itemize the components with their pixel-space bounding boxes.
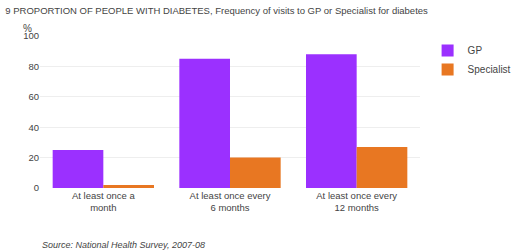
svg-text:Specialist: Specialist	[468, 64, 511, 75]
svg-text:GP: GP	[468, 45, 483, 56]
svg-text:Source: National Health Survey: Source: National Health Survey, 2007-08	[42, 240, 205, 250]
svg-text:100: 100	[23, 30, 39, 41]
svg-text:80: 80	[28, 61, 39, 72]
svg-text:At least once every6 months: At least once every6 months	[190, 190, 271, 213]
svg-text:%: %	[23, 23, 32, 34]
svg-text:20: 20	[28, 152, 39, 163]
svg-text:0: 0	[34, 182, 39, 193]
svg-text:60: 60	[28, 91, 39, 102]
svg-text:At least once amonth: At least once amonth	[72, 190, 136, 213]
svg-text:At least once every12 months: At least once every12 months	[316, 190, 397, 213]
svg-text:40: 40	[28, 122, 39, 133]
svg-text:9 PROPORTION OF PEOPLE WITH DI: 9 PROPORTION OF PEOPLE WITH DIABETES, Fr…	[5, 5, 428, 16]
